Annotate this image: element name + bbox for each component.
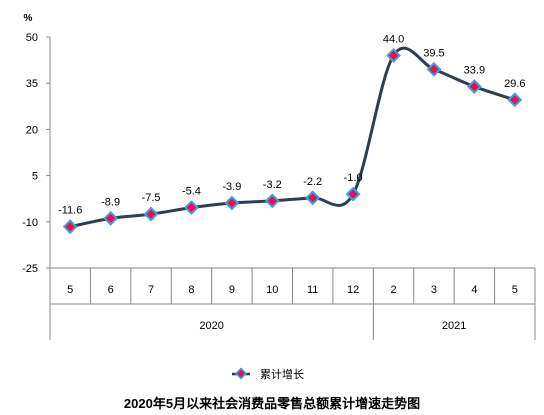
x-tick-label: 3 [431, 284, 437, 296]
x-tick-label: 9 [229, 284, 235, 296]
data-label: 33.9 [464, 65, 485, 77]
x-tick-label: 8 [188, 284, 194, 296]
data-point [386, 48, 401, 63]
y-tick-label: 50 [26, 32, 38, 44]
x-tick-label: 7 [148, 284, 154, 296]
data-label: -5.4 [182, 186, 201, 198]
legend: 累计增长 [232, 367, 304, 381]
x-tick-label: 2 [390, 284, 396, 296]
y-unit-label: % [24, 13, 33, 24]
series-markers [62, 48, 523, 235]
y-tick-label: 5 [32, 171, 38, 183]
legend-label: 累计增长 [260, 367, 304, 381]
x-tick-label: 4 [471, 284, 477, 296]
data-point [345, 186, 361, 202]
legend-marker-icon [234, 367, 248, 380]
data-point [143, 206, 159, 222]
data-point [466, 79, 482, 95]
data-point [103, 210, 119, 226]
x-tick-labels: 5 6 7 8 9 10 11 12 2 3 4 5 [67, 284, 518, 296]
x-tick-label: 5 [512, 284, 518, 296]
y-tick-label: -10 [22, 217, 38, 229]
data-point [507, 92, 523, 108]
data-point [62, 219, 78, 235]
x-group-labels: 2020 2021 [199, 320, 466, 332]
x-tick-label: 12 [347, 284, 359, 296]
data-label: -8.9 [101, 196, 120, 208]
x-tick-label: 5 [67, 284, 73, 296]
series-line [69, 46, 516, 229]
x-tick-label: 11 [307, 284, 318, 296]
data-label: -11.6 [58, 205, 82, 217]
x-tick-label: 6 [108, 284, 114, 296]
data-label: 39.5 [423, 47, 444, 59]
data-label: -3.2 [263, 179, 282, 191]
y-tick-label: 20 [26, 124, 38, 136]
x-tick-label: 10 [266, 284, 278, 296]
data-point [305, 190, 321, 206]
x-group-label: 2020 [199, 320, 223, 332]
data-label: 44.0 [383, 33, 404, 45]
data-point [184, 200, 199, 216]
axes [46, 36, 536, 340]
data-label: -7.5 [142, 192, 161, 204]
chart-title: 2020年5月以来社会消费品零售总额累计增速走势图 [123, 396, 421, 411]
data-labels: -11.6 -8.9 -7.5 -5.4 -3.9 -3.2 -2.2 -1.0 44.0 39.… [58, 33, 525, 216]
data-point [264, 193, 280, 209]
data-label: -2.2 [303, 176, 322, 188]
data-label: 29.6 [504, 78, 525, 90]
y-tick-label: 35 [26, 78, 38, 90]
x-group-label: 2021 [442, 320, 466, 332]
data-label: -3.9 [222, 181, 241, 193]
data-point [426, 61, 442, 77]
data-point [224, 195, 240, 211]
y-tick-labels: 50 35 20 5 -10 -25 [22, 32, 38, 275]
data-label: -1.0 [344, 172, 363, 184]
y-tick-label: -25 [22, 263, 38, 275]
